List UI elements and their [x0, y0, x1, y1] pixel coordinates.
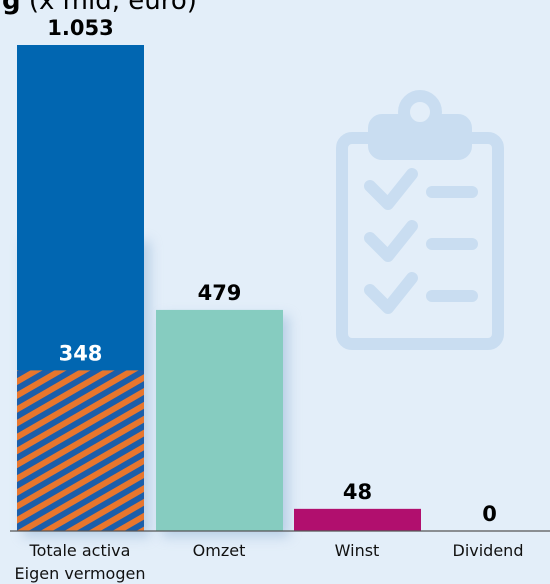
chart-title-fragment: g (x mld, euro)	[2, 0, 197, 16]
value-label-omzet: 479	[198, 281, 242, 305]
x-label-totale-activa: Totale activa	[29, 541, 131, 560]
bar-omzet	[156, 309, 283, 531]
value-label-totale-activa: 1.053	[47, 16, 113, 40]
bar-winst	[294, 508, 421, 531]
bar-eigen-vermogen	[17, 370, 144, 531]
value-label-winst: 48	[343, 480, 372, 504]
x-label-omzet: Omzet	[192, 541, 246, 560]
x-label-winst: Winst	[334, 541, 380, 560]
clipboard-checklist-icon	[336, 90, 504, 350]
x-sublabel-eigen-vermogen: Eigen vermogen	[14, 564, 146, 583]
x-label-dividend: Dividend	[452, 541, 524, 560]
value-label-eigen-vermogen: 348	[59, 341, 103, 365]
value-label-dividend: 0	[482, 502, 497, 526]
